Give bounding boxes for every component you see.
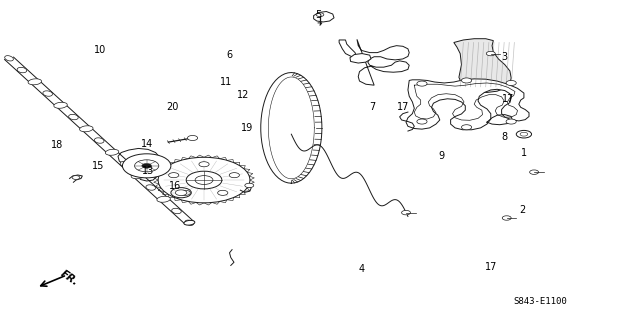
Text: FR.: FR. (59, 268, 81, 288)
Text: 6: 6 (227, 50, 232, 60)
Text: 9: 9 (438, 151, 444, 161)
Ellipse shape (79, 126, 93, 132)
Ellipse shape (184, 220, 195, 225)
Text: 19: 19 (241, 123, 253, 133)
Text: 3: 3 (502, 52, 508, 62)
Circle shape (506, 80, 516, 85)
Circle shape (461, 78, 472, 83)
Text: 20: 20 (166, 102, 179, 112)
Ellipse shape (95, 138, 104, 143)
Circle shape (506, 119, 516, 124)
Text: 8: 8 (502, 132, 508, 142)
Ellipse shape (17, 67, 27, 73)
Circle shape (175, 190, 187, 196)
Circle shape (142, 163, 152, 168)
Circle shape (401, 211, 410, 215)
Text: 2: 2 (520, 205, 526, 215)
Text: 15: 15 (92, 161, 104, 171)
Ellipse shape (43, 91, 52, 96)
Text: 17: 17 (397, 102, 409, 112)
Ellipse shape (131, 173, 145, 179)
Circle shape (218, 190, 228, 195)
Polygon shape (357, 39, 409, 85)
Circle shape (188, 136, 198, 141)
Text: 16: 16 (168, 182, 181, 191)
Circle shape (502, 216, 511, 220)
Circle shape (168, 173, 179, 178)
Polygon shape (339, 40, 357, 58)
Ellipse shape (68, 114, 78, 120)
Ellipse shape (172, 208, 181, 214)
Text: 1: 1 (521, 148, 527, 158)
Circle shape (461, 125, 472, 130)
Circle shape (186, 171, 222, 189)
Circle shape (134, 160, 159, 172)
Text: 11: 11 (220, 77, 232, 87)
Circle shape (245, 183, 253, 188)
Ellipse shape (106, 149, 119, 155)
Ellipse shape (185, 220, 194, 226)
Circle shape (180, 190, 190, 195)
Text: 13: 13 (142, 166, 154, 175)
Circle shape (520, 132, 528, 136)
Circle shape (195, 176, 213, 184)
Ellipse shape (157, 196, 170, 202)
Polygon shape (454, 39, 511, 93)
Text: 14: 14 (141, 139, 153, 149)
Polygon shape (406, 79, 529, 130)
Text: 5: 5 (316, 10, 322, 20)
Ellipse shape (4, 56, 13, 61)
Circle shape (72, 176, 80, 179)
Circle shape (199, 162, 209, 167)
Polygon shape (314, 11, 334, 22)
Ellipse shape (120, 161, 130, 167)
Circle shape (516, 130, 532, 138)
Circle shape (417, 119, 427, 124)
Circle shape (122, 154, 171, 178)
Text: 10: 10 (94, 45, 106, 56)
Text: 17: 17 (502, 94, 514, 104)
Circle shape (158, 157, 250, 203)
Text: 12: 12 (237, 90, 250, 100)
Text: 18: 18 (51, 140, 63, 150)
Circle shape (229, 173, 239, 178)
Ellipse shape (146, 185, 156, 190)
Circle shape (530, 170, 539, 174)
Circle shape (316, 13, 324, 17)
Ellipse shape (28, 79, 42, 85)
Text: 4: 4 (358, 263, 365, 274)
Text: S843-E1100: S843-E1100 (513, 297, 566, 306)
Circle shape (171, 188, 191, 198)
Circle shape (486, 51, 495, 56)
Ellipse shape (54, 102, 67, 108)
Polygon shape (350, 54, 371, 63)
Text: 7: 7 (369, 102, 376, 112)
Text: 17: 17 (484, 262, 497, 272)
Circle shape (417, 81, 427, 86)
